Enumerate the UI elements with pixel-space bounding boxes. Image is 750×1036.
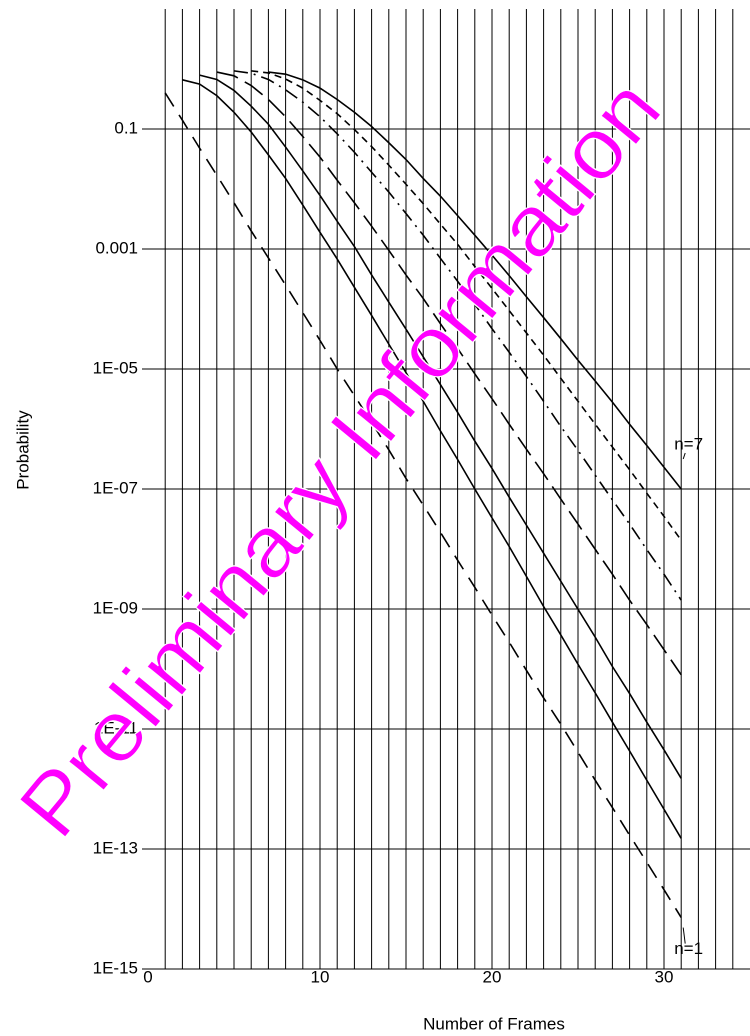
series-line [251, 70, 682, 541]
y-tick-label: 1E-05 [93, 358, 138, 377]
y-tick-label: 1E-15 [93, 958, 138, 977]
x-tick-label: 30 [655, 967, 674, 986]
series-line [216, 71, 682, 676]
y-tick-label: 1E-07 [93, 478, 138, 497]
series-line [164, 92, 682, 918]
y-tick-label: 1E-09 [93, 598, 138, 617]
y-tick-label: 0.1 [114, 118, 138, 137]
x-tick-label: 10 [311, 967, 330, 986]
y-tick-label: 0.001 [95, 238, 138, 257]
x-tick-label: 0 [143, 967, 152, 986]
x-axis-label: Number of Frames [423, 1014, 565, 1033]
series-label: n=1 [674, 939, 703, 958]
y-tick-label: 1E-11 [94, 718, 138, 737]
series-line [268, 71, 682, 490]
y-axis-label: Probability [13, 410, 32, 490]
x-tick-label: 20 [483, 967, 502, 986]
y-tick-label: 1E-13 [93, 838, 138, 857]
series-line [182, 79, 682, 839]
series-line [199, 74, 682, 779]
series-label: n=7 [674, 434, 703, 453]
label-leader [682, 927, 686, 944]
label-leader [682, 452, 686, 460]
series-line [233, 70, 682, 601]
